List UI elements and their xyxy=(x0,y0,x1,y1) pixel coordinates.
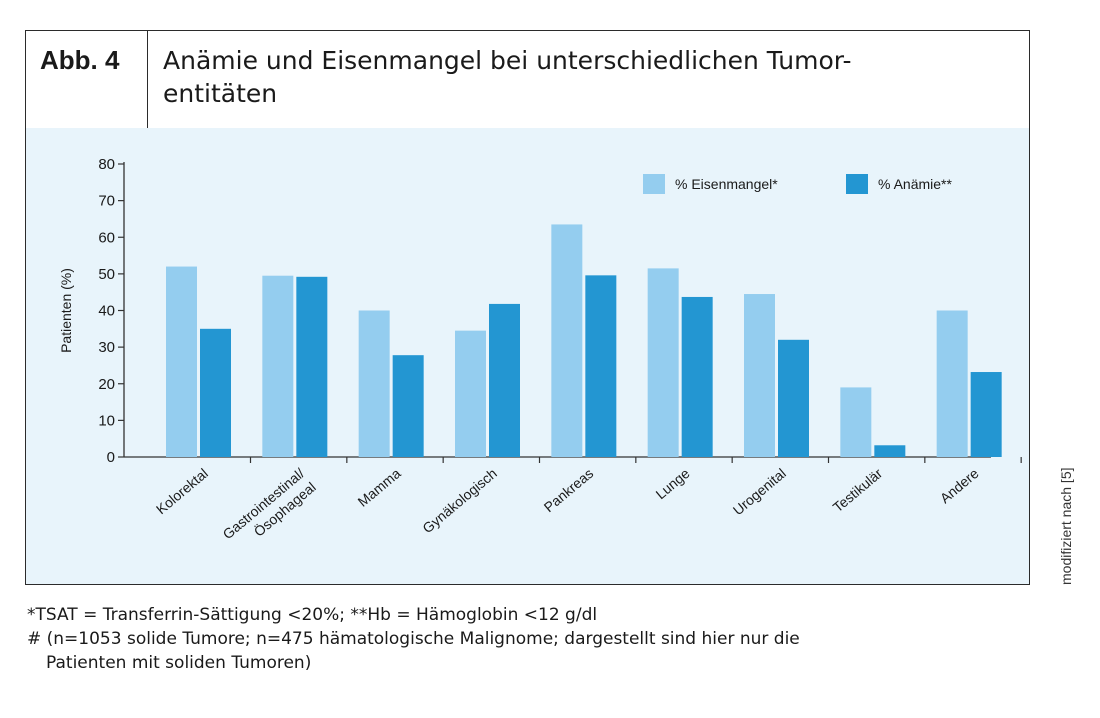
source-note-text: modifiziert nach [5] xyxy=(1058,467,1074,586)
x-category-label: Pankreas xyxy=(541,465,597,515)
figure-number: Abb. 4 xyxy=(26,31,148,128)
x-category-label: Testikulär xyxy=(830,465,886,515)
footnote-line-3: Patienten mit soliden Tumoren) xyxy=(46,653,312,673)
bar-anaemie-6 xyxy=(778,339,809,457)
y-tick-label: 0 xyxy=(107,449,115,466)
x-category-label: Mamma xyxy=(355,465,404,510)
y-tick-label: 80 xyxy=(98,156,115,173)
bar-anaemie-8 xyxy=(970,372,1002,457)
bar-anaemie-3 xyxy=(489,303,520,457)
figure-title: Anämie und Eisenmangel bei unterschiedli… xyxy=(163,44,1013,110)
legend-swatch-0 xyxy=(643,174,665,194)
x-category-label-line: Mamma xyxy=(355,465,404,510)
y-tick-label: 60 xyxy=(98,229,115,246)
bar-anaemie-7 xyxy=(874,445,906,457)
bar-eisenmangel-8 xyxy=(936,310,968,457)
bar-eisenmangel-7 xyxy=(840,387,872,457)
x-category-label-line: Lunge xyxy=(652,465,692,502)
y-tick-label: 30 xyxy=(98,339,115,356)
x-category-label: Kolorektal xyxy=(153,465,211,517)
bar-anaemie-5 xyxy=(681,296,713,457)
legend-label-0: % Eisenmangel* xyxy=(675,176,778,192)
x-category-label-line: Kolorektal xyxy=(153,465,211,517)
figure-header: Abb. 4 Anämie und Eisenmangel bei unters… xyxy=(26,31,1029,129)
figure-title-line-2: entitäten xyxy=(163,79,278,108)
bar-eisenmangel-6 xyxy=(744,294,775,457)
x-category-label-line: Gynäkologisch xyxy=(419,465,500,536)
y-tick-label: 40 xyxy=(98,303,115,320)
x-category-label: Urogenital xyxy=(730,465,789,518)
footnote-line-1: *TSAT = Transferrin-Sättigung <20%; **Hb… xyxy=(27,605,598,625)
figure-title-line-1: Anämie und Eisenmangel bei unterschiedli… xyxy=(163,46,852,75)
x-category-label: Lunge xyxy=(652,465,692,502)
footnote-line-2: # (n=1053 solide Tumore; n=475 hämatolog… xyxy=(27,629,800,649)
y-tick-label: 70 xyxy=(98,193,115,210)
x-category-label: Andere xyxy=(937,465,982,506)
legend-label-1: % Anämie** xyxy=(878,176,952,192)
y-axis-title: Patienten (%) xyxy=(58,268,74,353)
x-category-label-line: Pankreas xyxy=(541,465,597,515)
legend-swatch-1 xyxy=(846,174,868,194)
bar-chart: 0 10 20 30 40 50 60 70 80 Patienten (%) Kolorektal… xyxy=(58,156,1022,556)
footnotes: *TSAT = Transferrin-Sättigung <20%; **Hb… xyxy=(27,603,1027,675)
x-category-label: Gastrointestinal/Ösophageal xyxy=(219,465,318,556)
bar-anaemie-0 xyxy=(200,328,231,457)
bar-eisenmangel-3 xyxy=(455,330,486,457)
bar-eisenmangel-4 xyxy=(551,224,583,457)
source-note: modifiziert nach [5] xyxy=(1058,468,1100,586)
bar-eisenmangel-0 xyxy=(166,266,197,457)
x-category-label-line: Urogenital xyxy=(730,465,789,518)
x-category-label-line: Testikulär xyxy=(830,465,886,515)
figure-box: Abb. 4 Anämie und Eisenmangel bei unters… xyxy=(25,30,1030,585)
bar-eisenmangel-5 xyxy=(647,268,679,457)
y-tick-label: 20 xyxy=(98,376,115,393)
bar-eisenmangel-1 xyxy=(262,275,294,457)
y-tick-label: 10 xyxy=(98,412,115,429)
y-tick-label: 50 xyxy=(98,266,115,283)
plot-area: 0 10 20 30 40 50 60 70 80 Patienten (%) Kolorektal… xyxy=(26,128,1029,584)
x-category-label-line: Andere xyxy=(937,465,982,506)
x-category-label: Gynäkologisch xyxy=(419,465,500,536)
bar-eisenmangel-2 xyxy=(358,310,390,457)
bar-anaemie-1 xyxy=(296,276,328,457)
bar-anaemie-4 xyxy=(585,275,617,457)
bar-anaemie-2 xyxy=(392,355,424,457)
